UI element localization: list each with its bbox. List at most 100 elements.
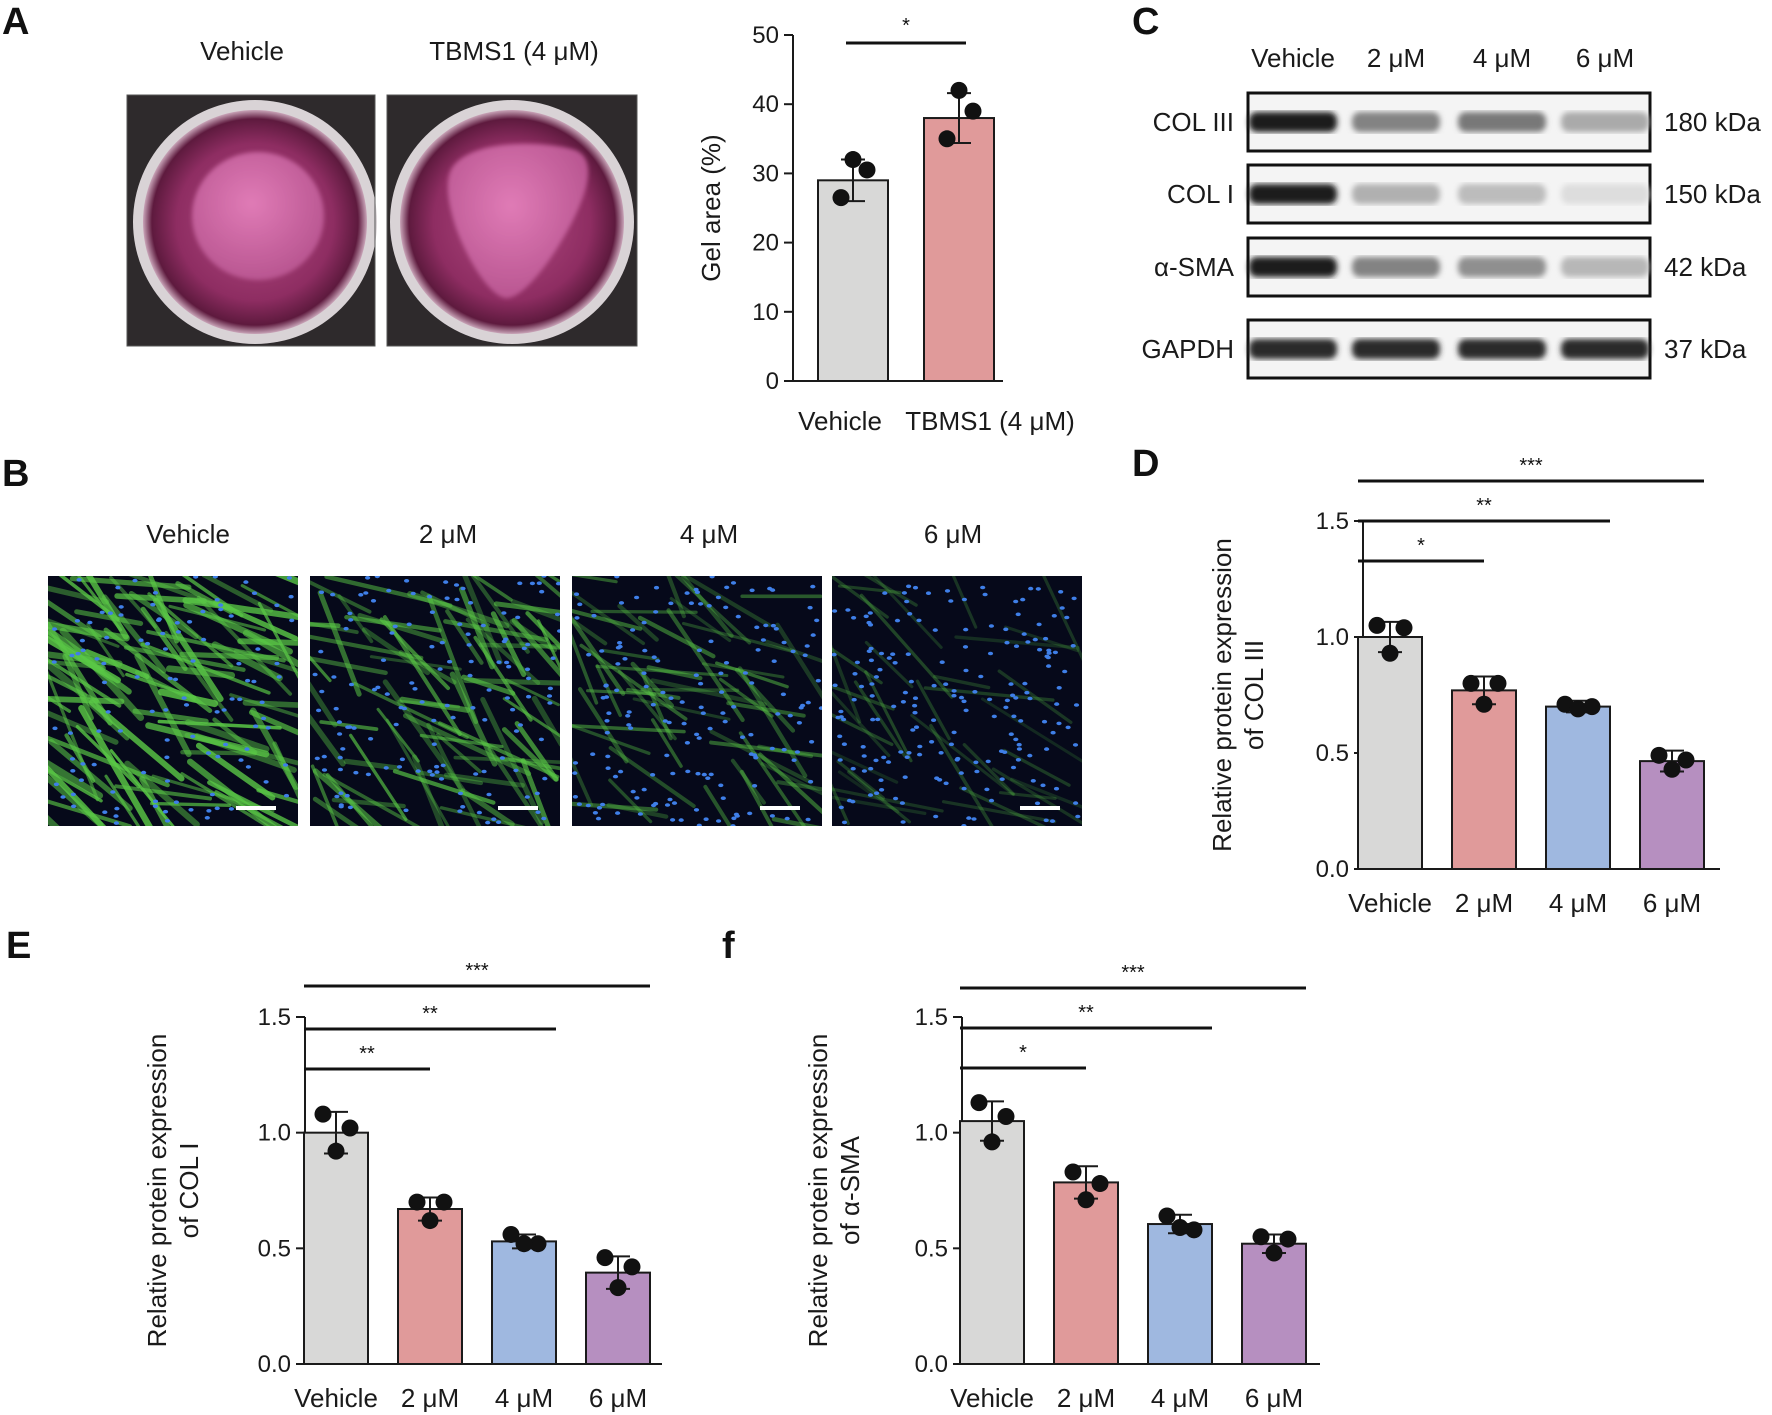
y-axis-label: Relative protein expressionof α-SMA <box>803 1034 865 1348</box>
nucleus <box>763 623 769 628</box>
data-point <box>327 1142 345 1160</box>
actin-fiber <box>344 615 442 633</box>
data-point <box>435 1193 453 1211</box>
nucleus <box>684 741 691 745</box>
nucleus <box>642 648 648 653</box>
nucleus <box>365 772 371 777</box>
nucleus <box>870 717 876 722</box>
nucleus <box>901 591 908 595</box>
actin-fiber <box>256 788 298 804</box>
blot-band <box>1352 257 1440 277</box>
nucleus <box>163 708 169 712</box>
nucleus <box>337 732 343 736</box>
blot-band <box>1352 184 1440 204</box>
significance-label: *** <box>1121 962 1145 984</box>
significance-label: ** <box>1078 1002 1094 1024</box>
data-point <box>1583 698 1601 716</box>
lane-label-vehicle: Vehicle <box>1251 43 1335 73</box>
actin-fiber <box>547 576 560 584</box>
nucleus <box>529 581 536 586</box>
nucleus <box>53 782 60 787</box>
nucleus <box>835 715 841 720</box>
nucleus <box>693 587 699 592</box>
x-tick-label: Vehicle <box>798 406 882 436</box>
nucleus <box>465 632 471 636</box>
nucleus <box>473 772 479 776</box>
actin-fiber <box>572 757 593 807</box>
blot-row-4: GAPDH 37 kDa <box>1142 318 1747 380</box>
nucleus <box>74 619 80 623</box>
nucleus <box>796 721 803 725</box>
nucleus <box>214 598 220 602</box>
nucleus <box>1015 612 1021 617</box>
blot-row-1: COL III 180 kDa <box>1153 91 1761 153</box>
actin-fiber <box>617 669 677 741</box>
nucleus <box>668 696 674 700</box>
nucleus <box>618 769 624 774</box>
nucleus <box>162 647 169 651</box>
actin-fiber <box>537 619 560 671</box>
blot-row-3: α-SMA 42 kDa <box>1154 236 1747 298</box>
significance-label: ** <box>1476 495 1492 517</box>
nucleus <box>614 576 620 579</box>
nucleus <box>628 726 634 730</box>
nucleus <box>69 757 76 761</box>
panel-label-a: A <box>2 1 29 43</box>
nucleus <box>338 803 344 807</box>
nucleus <box>730 824 736 826</box>
nucleus <box>576 802 583 806</box>
actin-fiber <box>737 666 808 778</box>
nucleus <box>190 659 196 663</box>
nucleus <box>1056 686 1062 690</box>
actin-fiber <box>140 642 271 695</box>
actin-fiber <box>207 780 298 826</box>
nucleus <box>962 645 969 649</box>
nucleus <box>852 672 858 676</box>
panel-label-c: C <box>1132 1 1159 43</box>
nucleus <box>742 671 749 675</box>
nucleus <box>132 578 138 583</box>
nucleus <box>592 811 599 815</box>
x-tick-label: Vehicle <box>950 1383 1034 1413</box>
nucleus <box>265 726 271 730</box>
nucleus <box>630 789 636 794</box>
nucleus <box>340 747 346 751</box>
actin-fiber <box>608 778 653 824</box>
nucleus <box>861 754 867 758</box>
nucleus <box>504 696 510 700</box>
panel-b-photos: Vehicle 2 μM 4 μM 6 μM <box>48 519 1082 826</box>
actin-fiber <box>739 769 774 826</box>
data-point <box>609 1279 627 1297</box>
nucleus <box>1024 690 1030 695</box>
blot-rows: COL III 180 kDa COL I 150 kDa α-SMA 42 kDa GAP… <box>1142 91 1761 380</box>
actin-fiber <box>62 653 94 721</box>
actin-fiber <box>48 765 107 826</box>
nucleus <box>1054 702 1060 706</box>
nucleus <box>236 661 242 666</box>
nucleus <box>787 713 793 718</box>
nucleus <box>218 607 224 612</box>
nucleus <box>70 792 76 797</box>
well-photo-vehicle <box>126 94 377 347</box>
nucleus <box>396 765 403 769</box>
nucleus <box>730 581 737 585</box>
actin-fiber <box>392 769 496 805</box>
nucleus <box>987 651 994 656</box>
y-tick-label: 0.5 <box>258 1235 291 1262</box>
nucleus <box>223 742 229 747</box>
nucleus <box>251 679 257 684</box>
y-tick-label: 40 <box>752 91 779 118</box>
nucleus <box>685 769 691 774</box>
nucleus <box>707 726 713 731</box>
nucleus <box>374 576 380 579</box>
nucleus <box>1010 765 1017 770</box>
data-point <box>314 1105 332 1123</box>
actin-fiber <box>470 576 530 654</box>
data-point <box>596 1249 614 1267</box>
nucleus <box>747 811 753 816</box>
nucleus <box>429 773 435 777</box>
data-point <box>1252 1228 1270 1246</box>
blot-band <box>1561 184 1649 204</box>
actin-fiber <box>310 656 388 676</box>
nucleus <box>156 618 162 622</box>
